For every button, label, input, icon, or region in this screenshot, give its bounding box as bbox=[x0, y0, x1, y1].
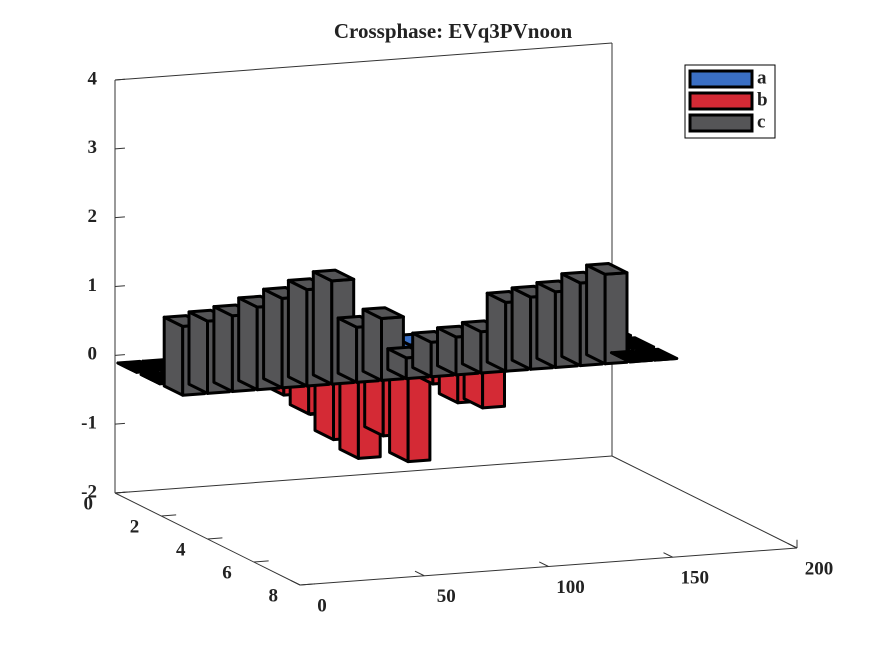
bar-top bbox=[116, 359, 160, 374]
x-tick-label: 150 bbox=[681, 568, 710, 589]
bar-side bbox=[336, 316, 359, 384]
z-tick bbox=[114, 78, 125, 81]
bar-side bbox=[162, 315, 185, 397]
x-tick bbox=[290, 579, 301, 586]
bar-side bbox=[510, 286, 533, 371]
x-tick-label: 100 bbox=[556, 577, 585, 598]
z-tick bbox=[114, 422, 125, 425]
z-tick-label: 1 bbox=[88, 275, 98, 296]
y-tick-label: 8 bbox=[269, 585, 279, 606]
y-tick bbox=[161, 514, 177, 517]
bar-side bbox=[485, 291, 508, 373]
z-tick-label: 0 bbox=[88, 344, 98, 365]
y-tick-label: 2 bbox=[130, 516, 140, 537]
z-tick bbox=[114, 354, 125, 356]
bar-top bbox=[311, 268, 356, 283]
legend-label: a bbox=[757, 67, 767, 88]
z-tick-label: 3 bbox=[88, 137, 98, 158]
y-tick-label: 6 bbox=[222, 562, 232, 583]
legend-swatch bbox=[688, 91, 754, 111]
bar-side bbox=[262, 287, 284, 390]
bar-side bbox=[187, 310, 209, 395]
legend-swatch bbox=[688, 113, 754, 133]
bar bbox=[585, 262, 629, 366]
z-tick bbox=[114, 147, 125, 150]
axis-line bbox=[114, 42, 613, 81]
axis-line bbox=[611, 455, 798, 549]
x-tick bbox=[414, 570, 425, 577]
legend-label: c bbox=[757, 111, 765, 132]
bar-side bbox=[212, 305, 234, 393]
bar-front bbox=[603, 271, 629, 366]
x-tick bbox=[663, 552, 673, 558]
y-tick bbox=[253, 560, 269, 563]
x-tick-label: 50 bbox=[437, 586, 456, 607]
axis-line bbox=[114, 455, 613, 494]
z-tick bbox=[114, 285, 125, 287]
bar-top bbox=[585, 262, 629, 276]
chart-title: Crossphase: EVq3PVnoon bbox=[334, 19, 573, 43]
legend-swatch bbox=[688, 69, 754, 89]
bar-top bbox=[634, 347, 679, 362]
x-tick-label: 200 bbox=[805, 558, 834, 579]
z-tick-label: 2 bbox=[88, 206, 98, 227]
legend-label: b bbox=[757, 89, 768, 110]
y-tick-label: 4 bbox=[176, 539, 186, 560]
y-tick bbox=[299, 583, 315, 586]
bar-side bbox=[361, 307, 383, 382]
bar bbox=[634, 347, 679, 362]
x-tick bbox=[539, 561, 549, 567]
z-tick bbox=[114, 216, 125, 219]
bar bbox=[116, 359, 160, 374]
bar-side bbox=[311, 270, 334, 386]
x-tick-label: 0 bbox=[317, 595, 327, 616]
z-tick-label: 4 bbox=[88, 68, 98, 89]
z-tick-label: -1 bbox=[81, 413, 97, 434]
y-tick bbox=[207, 537, 223, 540]
y-tick-label: 0 bbox=[84, 493, 94, 514]
bar-top bbox=[361, 306, 405, 320]
bar-side bbox=[585, 263, 607, 366]
y-tick bbox=[114, 491, 130, 494]
z-tick-label: -2 bbox=[81, 481, 97, 502]
bar-side bbox=[535, 281, 557, 369]
bar-side bbox=[560, 272, 582, 368]
bar-side bbox=[237, 296, 259, 392]
x-tick bbox=[787, 542, 798, 549]
bar-side bbox=[286, 278, 309, 388]
